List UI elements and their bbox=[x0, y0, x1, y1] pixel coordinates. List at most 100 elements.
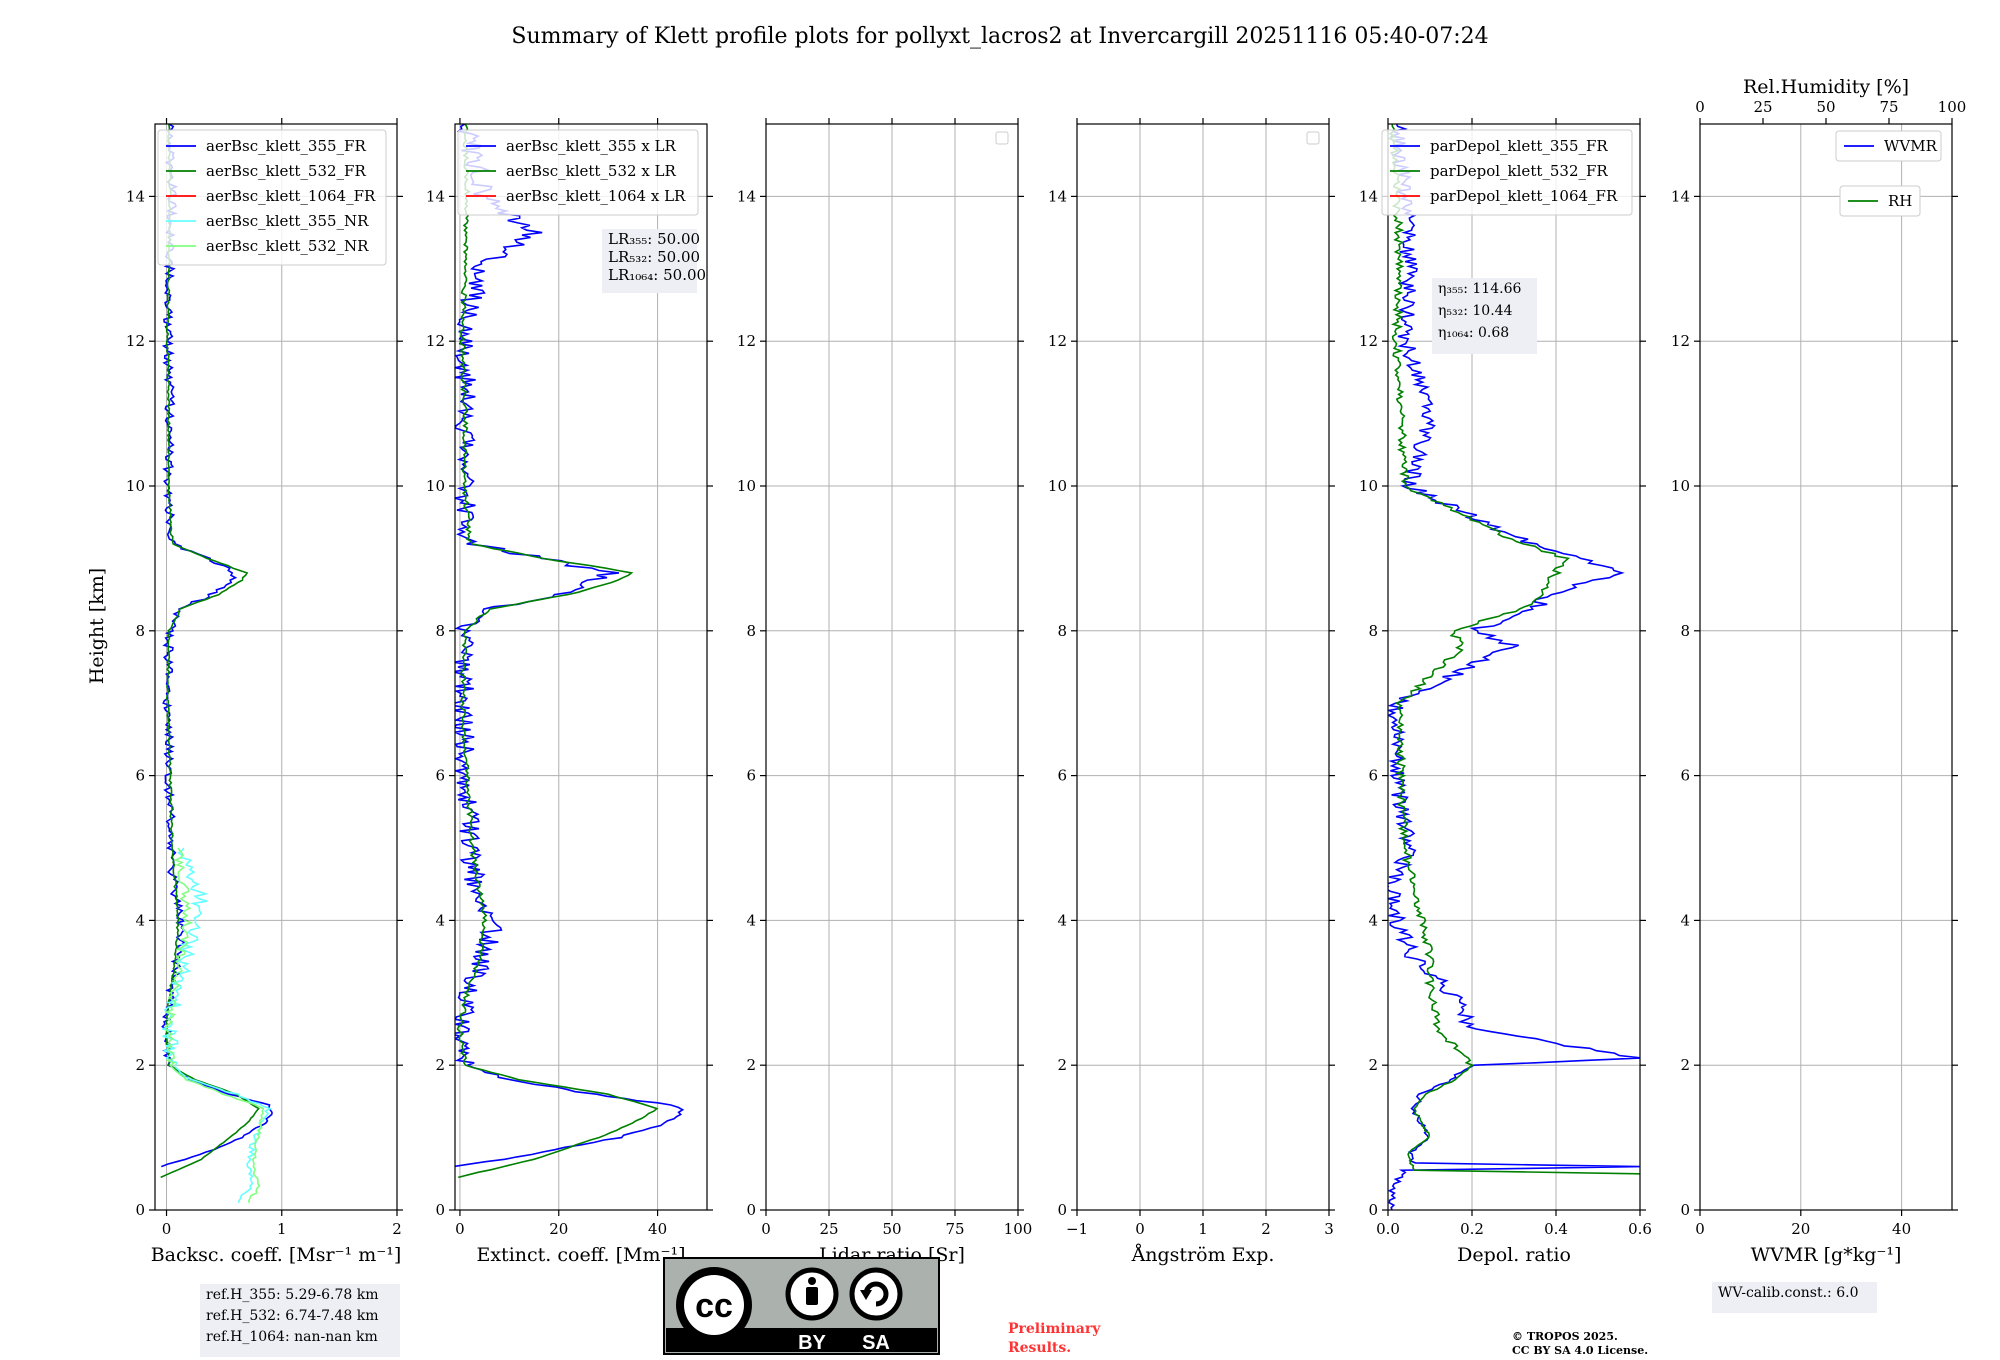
x-tick-label: 0 bbox=[455, 1220, 465, 1238]
y-tick-label: 8 bbox=[135, 622, 145, 640]
series-line-aerBsc_klett_532_FR bbox=[160, 124, 260, 1179]
x-tick-label: 25 bbox=[819, 1220, 838, 1238]
legend: WVMR RH bbox=[1835, 130, 1942, 217]
legend-entry: parDepol_klett_1064_FR bbox=[1430, 187, 1618, 205]
y-tick-label: 12 bbox=[737, 332, 756, 350]
x-tick-label: 0.4 bbox=[1544, 1220, 1568, 1238]
y-tick-label: 14 bbox=[126, 187, 145, 205]
figure-title: Summary of Klett profile plots for polly… bbox=[511, 24, 1488, 49]
x-axis-label: Backsc. coeff. [Msr⁻¹ m⁻¹] bbox=[151, 1244, 402, 1266]
x-tick-label: 0.2 bbox=[1460, 1220, 1484, 1238]
y-tick-label: 6 bbox=[435, 767, 445, 785]
legend-entry: aerBsc_klett_532_FR bbox=[206, 162, 366, 180]
annotation-text: ref.H_355: 5.29-6.78 km bbox=[206, 1287, 379, 1303]
legend-entry: WVMR bbox=[1884, 137, 1938, 155]
panel-wvmr: 0 20 40 0 2 4 6 8 10 12 14 0 25 50 75 100 Rel.Humidity [… bbox=[1671, 76, 1966, 1313]
x-tick-label: 0.0 bbox=[1376, 1220, 1400, 1238]
y-tick-label: 0 bbox=[1368, 1201, 1378, 1219]
x-tick-label: 40 bbox=[1892, 1220, 1911, 1238]
annotation-text: η₃₅₅: 114.66 bbox=[1438, 281, 1521, 297]
y-tick-label: 8 bbox=[1680, 622, 1690, 640]
y-tick-label: 8 bbox=[435, 622, 445, 640]
x-axis-label: Ångström Exp. bbox=[1131, 1244, 1275, 1266]
y-tick-label: 12 bbox=[426, 332, 445, 350]
y-tick-label: 0 bbox=[1680, 1201, 1690, 1219]
series-line-aerBsc_klett_532 x LR bbox=[456, 124, 659, 1179]
axes-frame bbox=[1699, 123, 1953, 1211]
legend: aerBsc_klett_355_FR aerBsc_klett_532_FRae… bbox=[157, 129, 387, 266]
cc-by-label: BY bbox=[798, 1332, 826, 1354]
series-group bbox=[455, 124, 685, 1179]
by-person-icon bbox=[785, 1267, 839, 1321]
x-tick-label: 75 bbox=[945, 1220, 964, 1238]
y-tick-label: 14 bbox=[1359, 187, 1378, 205]
x-tick-label: 3 bbox=[1324, 1220, 1334, 1238]
y-tick-label: 10 bbox=[1048, 477, 1067, 495]
panel-depol: 0.0 0.2 0.4 0.6 0 2 4 6 8 10 12 14 Depol. ratio parDe… bbox=[1359, 118, 1652, 1266]
x-tick-label: 20 bbox=[549, 1220, 568, 1238]
x-tick-label: −1 bbox=[1066, 1220, 1088, 1238]
legend-frame bbox=[1835, 130, 1942, 162]
y-tick-label: 10 bbox=[126, 477, 145, 495]
legend: parDepol_klett_355_FR parDepol_klett_532_… bbox=[1381, 129, 1633, 216]
y-tick-label: 2 bbox=[135, 1056, 145, 1074]
legend-entry: aerBsc_klett_1064_FR bbox=[206, 187, 376, 205]
series-line-aerBsc_klett_355_FR bbox=[161, 124, 273, 1168]
series-group bbox=[160, 124, 273, 1204]
y-tick-label: 8 bbox=[746, 622, 756, 640]
y-tick-label: 6 bbox=[1057, 767, 1067, 785]
y-tick-label: 8 bbox=[1057, 622, 1067, 640]
annotation-box: η₃₅₅: 114.66 η₅₃₂: 10.44 η₁₀₆₄: 0.68 bbox=[1432, 278, 1537, 354]
legend-entry: aerBsc_klett_355 x LR bbox=[506, 137, 677, 155]
top-x-tick-label: 0 bbox=[1695, 98, 1705, 116]
x-tick-label: 0 bbox=[1695, 1220, 1705, 1238]
y-tick-label: 6 bbox=[746, 767, 756, 785]
y-tick-label: 12 bbox=[126, 332, 145, 350]
y-tick-label: 4 bbox=[1680, 911, 1690, 929]
annotation-background bbox=[1432, 278, 1537, 354]
x-tick-label: 2 bbox=[1261, 1220, 1271, 1238]
empty-legend-box bbox=[1306, 131, 1320, 145]
share-alike-icon bbox=[849, 1267, 903, 1321]
annotation-text: η₅₃₂: 10.44 bbox=[1438, 303, 1513, 319]
legend-frame bbox=[457, 129, 699, 216]
axes-frame bbox=[154, 123, 398, 1211]
legend-frame bbox=[1839, 185, 1921, 217]
legend: aerBsc_klett_355 x LR aerBsc_klett_532 x … bbox=[457, 129, 699, 216]
y-tick-label: 6 bbox=[135, 767, 145, 785]
x-tick-label: 20 bbox=[1791, 1220, 1810, 1238]
y-tick-label: 0 bbox=[435, 1201, 445, 1219]
annotation-text: LR₃₅₅: 50.00 bbox=[608, 230, 700, 248]
annotation-box: WV-calib.const.: 6.0 bbox=[1712, 1282, 1877, 1313]
x-axis-label: Extinct. coeff. [Mm⁻¹] bbox=[476, 1244, 685, 1266]
y-tick-label: 4 bbox=[135, 911, 145, 929]
copyright-line-2: CC BY SA 4.0 License. bbox=[1512, 1344, 1648, 1357]
series-line-aerBsc_klett_532_NR bbox=[164, 847, 265, 1203]
cc-license-badge[interactable]: cc BY SA bbox=[663, 1257, 940, 1355]
x-tick-label: 0.6 bbox=[1628, 1220, 1652, 1238]
y-tick-label: 12 bbox=[1359, 332, 1378, 350]
y-tick-label: 2 bbox=[435, 1056, 445, 1074]
svg-text:cc: cc bbox=[695, 1287, 733, 1325]
x-tick-label: 1 bbox=[277, 1220, 287, 1238]
y-tick-label: 14 bbox=[426, 187, 445, 205]
legend-entry: parDepol_klett_532_FR bbox=[1430, 162, 1608, 180]
y-tick-label: 10 bbox=[1359, 477, 1378, 495]
x-tick-label: 0 bbox=[162, 1220, 172, 1238]
y-tick-label: 0 bbox=[746, 1201, 756, 1219]
series-line-parDepol_klett_355_FR bbox=[1388, 124, 1640, 1210]
x-tick-label: 50 bbox=[882, 1220, 901, 1238]
annotation-text: ref.H_532: 6.74-7.48 km bbox=[206, 1308, 379, 1324]
series-line-aerBsc_klett_355 x LR bbox=[455, 124, 685, 1168]
cc-sa-label: SA bbox=[862, 1332, 890, 1354]
top-x-tick-label: 75 bbox=[1879, 98, 1898, 116]
annotation-background bbox=[200, 1284, 400, 1357]
cc-icon: cc bbox=[676, 1267, 752, 1343]
y-tick-label: 10 bbox=[1671, 477, 1690, 495]
y-tick-label: 2 bbox=[1057, 1056, 1067, 1074]
x-tick-label: 0 bbox=[1135, 1220, 1145, 1238]
y-tick-label: 10 bbox=[737, 477, 756, 495]
